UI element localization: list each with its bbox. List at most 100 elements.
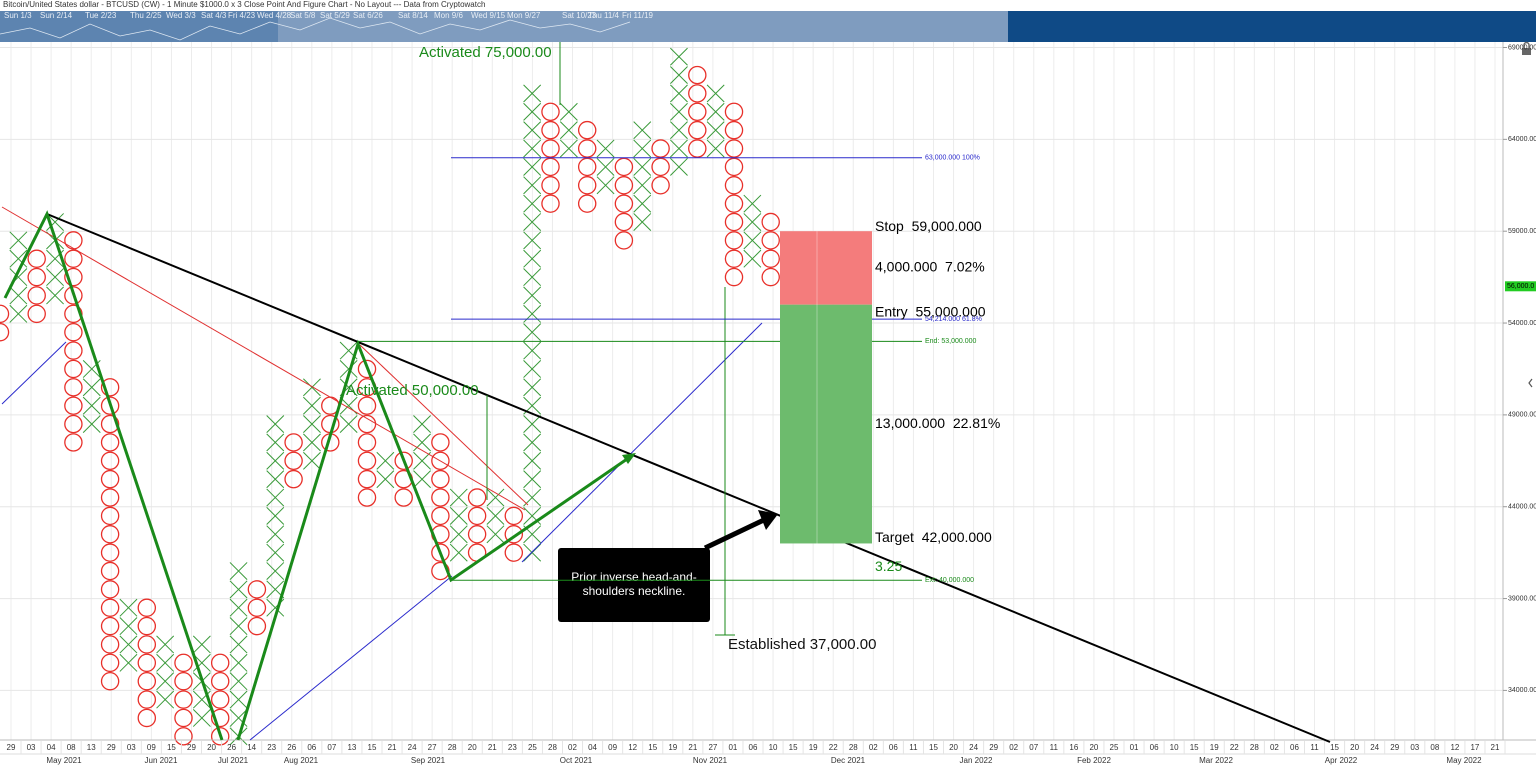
o-box bbox=[210, 690, 230, 709]
navigator-date: Mon 9/6 bbox=[434, 11, 463, 20]
o-box bbox=[174, 671, 193, 691]
o-box bbox=[394, 451, 413, 471]
x-tick-label: 19 bbox=[1210, 743, 1219, 752]
x-box bbox=[266, 451, 285, 470]
o-box bbox=[27, 249, 46, 268]
x-tick-label: 11 bbox=[909, 743, 918, 752]
x-box bbox=[339, 360, 358, 378]
x-box bbox=[743, 231, 762, 250]
x-tick-label: 28 bbox=[849, 743, 858, 752]
x-tick-label: 20 bbox=[949, 743, 958, 752]
x-box bbox=[596, 176, 615, 195]
o-box bbox=[247, 580, 267, 599]
navigator-date: Thu 11/4 bbox=[588, 11, 620, 20]
o-column bbox=[688, 65, 707, 158]
month-label: Jul 2021 bbox=[218, 756, 249, 765]
x-box bbox=[523, 341, 542, 360]
navigator-window[interactable] bbox=[278, 11, 1008, 42]
navigator-date: Sat 6/26 bbox=[353, 11, 383, 20]
o-box bbox=[137, 598, 157, 617]
o-column bbox=[761, 212, 780, 287]
x-tick-label: 15 bbox=[368, 743, 377, 752]
x-column bbox=[596, 139, 615, 195]
x-tick-label: 15 bbox=[1190, 743, 1199, 752]
x-box bbox=[413, 451, 431, 470]
trade-label: Stop 59,000.000 bbox=[875, 218, 982, 234]
navigator-date: Thu 2/25 bbox=[130, 11, 162, 20]
x-box bbox=[633, 139, 652, 158]
month-label: Nov 2021 bbox=[693, 756, 728, 765]
month-label: May 2021 bbox=[46, 756, 82, 765]
x-box bbox=[523, 433, 542, 452]
x-box bbox=[523, 249, 542, 268]
x-box bbox=[706, 121, 725, 140]
trade-label: Target 42,000.000 bbox=[875, 529, 992, 545]
x-box bbox=[596, 157, 615, 176]
o-box bbox=[688, 65, 707, 85]
x-box bbox=[633, 157, 652, 176]
o-box bbox=[64, 378, 83, 397]
x-box bbox=[523, 84, 542, 103]
x-tick-label: 21 bbox=[1491, 743, 1500, 752]
annotation: Activated 50,000.00 bbox=[346, 382, 479, 399]
x-box bbox=[523, 102, 542, 121]
x-tick-label: 10 bbox=[1170, 743, 1179, 752]
chart-title: Bitcoin/United States dollar - BTCUSD (C… bbox=[3, 0, 485, 9]
x-box bbox=[633, 194, 652, 213]
x-box bbox=[339, 415, 358, 434]
x-box bbox=[523, 194, 542, 213]
price-tag-label: 56,000.0 bbox=[1507, 283, 1534, 290]
o-box bbox=[284, 469, 303, 489]
navigator-date: Wed 9/15 bbox=[471, 11, 506, 20]
x-tick-label: 25 bbox=[528, 743, 537, 752]
x-tick-label: 02 bbox=[1009, 743, 1018, 752]
level-label: Ext: 40,000.000 bbox=[925, 577, 974, 584]
lock-icon[interactable] bbox=[1522, 48, 1531, 55]
x-tick-label: 15 bbox=[648, 743, 657, 752]
x-tick-label: 03 bbox=[127, 743, 136, 752]
x-tick-label: 12 bbox=[628, 743, 637, 752]
o-box bbox=[761, 212, 780, 232]
o-box bbox=[761, 267, 780, 287]
x-box bbox=[523, 378, 542, 397]
o-column bbox=[504, 506, 524, 562]
x-tick-label: 27 bbox=[708, 743, 717, 752]
o-box bbox=[724, 139, 744, 158]
o-box bbox=[210, 671, 230, 691]
o-box bbox=[137, 616, 157, 636]
x-box bbox=[266, 470, 285, 489]
x-box bbox=[523, 323, 542, 342]
x-box bbox=[559, 139, 578, 158]
x-column bbox=[82, 360, 101, 434]
x-box bbox=[743, 194, 762, 213]
o-box bbox=[724, 102, 744, 122]
o-box bbox=[100, 580, 120, 599]
x-box bbox=[303, 451, 321, 470]
x-box bbox=[633, 213, 652, 231]
x-box bbox=[266, 506, 285, 525]
x-tick-label: 06 bbox=[749, 743, 758, 752]
red-trendline bbox=[1, 206, 526, 511]
annotation: Activated 75,000.00 bbox=[419, 44, 552, 61]
x-box bbox=[266, 415, 285, 434]
level-label: End: 53,000.000 bbox=[925, 338, 976, 345]
x-tick-label: 15 bbox=[1330, 743, 1339, 752]
o-box bbox=[0, 322, 10, 342]
collapse-icon[interactable] bbox=[1528, 378, 1533, 388]
x-column bbox=[339, 341, 358, 434]
month-label: Oct 2021 bbox=[560, 756, 593, 765]
arrowhead bbox=[622, 453, 636, 464]
x-box bbox=[229, 598, 248, 617]
x-tick-label: 28 bbox=[1250, 743, 1259, 752]
navigator-date: Sat 8/14 bbox=[398, 11, 428, 20]
x-box bbox=[449, 525, 468, 544]
x-box bbox=[743, 249, 762, 268]
o-box bbox=[284, 433, 303, 452]
x-tick-label: 15 bbox=[929, 743, 938, 752]
x-tick-label: 21 bbox=[488, 743, 497, 752]
x-column bbox=[523, 84, 542, 562]
x-tick-label: 20 bbox=[1350, 743, 1359, 752]
o-box bbox=[284, 451, 303, 471]
